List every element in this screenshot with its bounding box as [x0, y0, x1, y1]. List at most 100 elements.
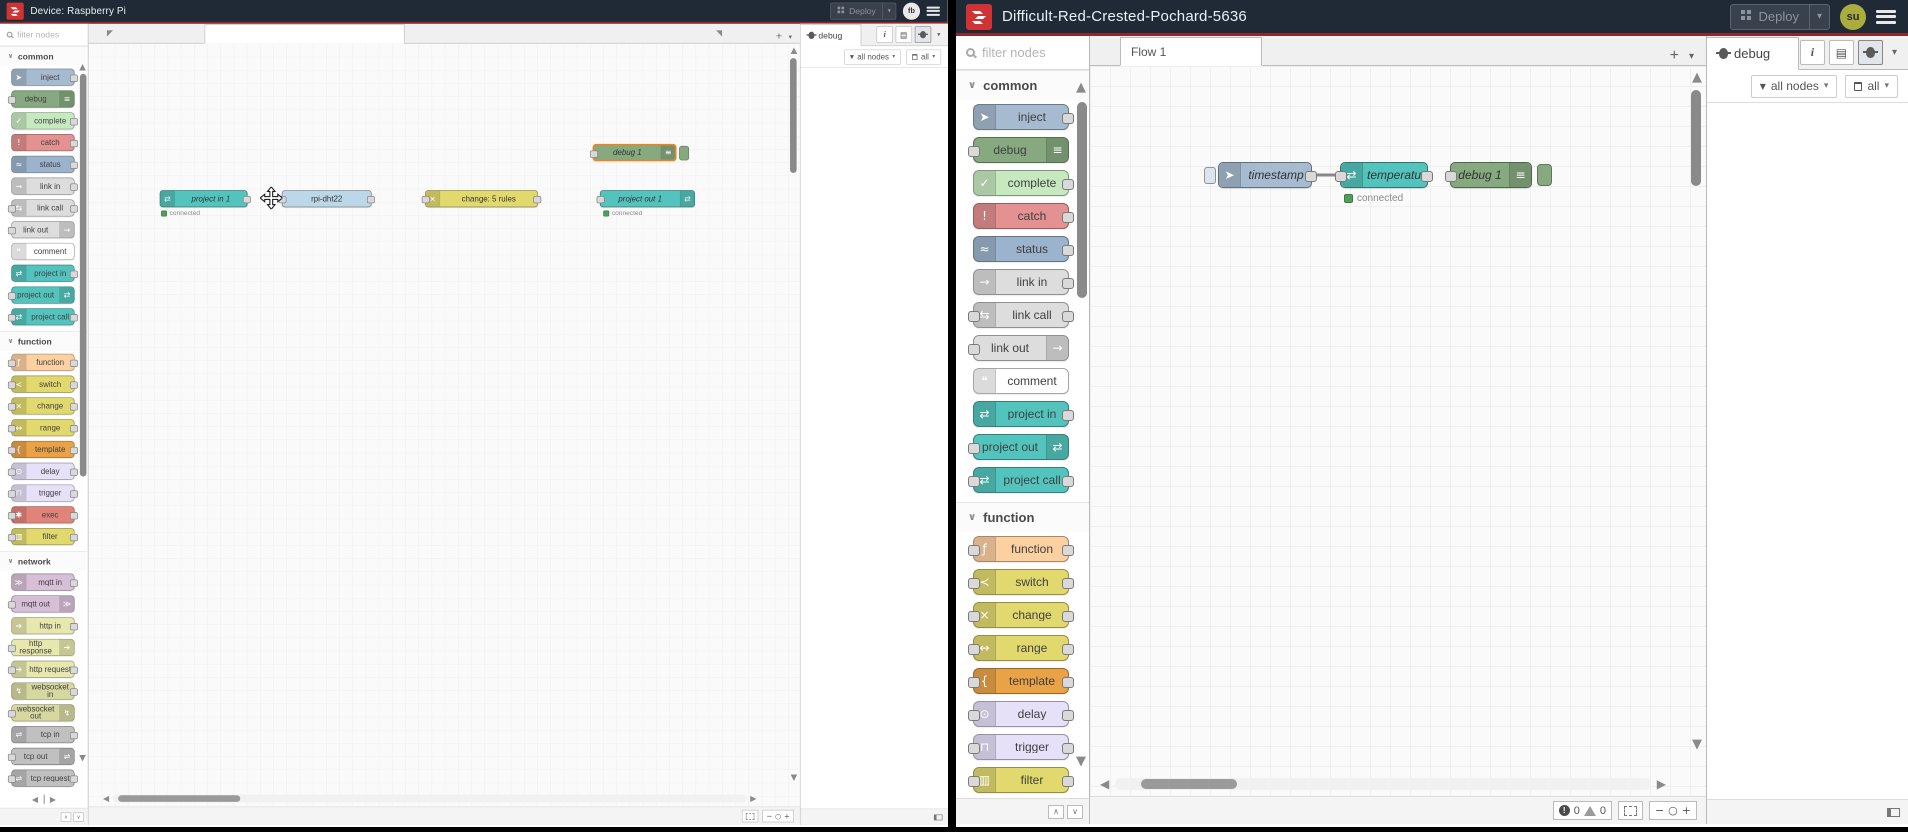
help-tab-button[interactable]: ▤ [1828, 40, 1854, 65]
canvas-scroll-up-icon[interactable]: ▲ [790, 45, 798, 56]
scroll-right-icon[interactable]: ▶ [1656, 777, 1666, 791]
palette-node[interactable]: ƒ function [7, 353, 78, 371]
canvas-hscroll[interactable]: ◀ ▶ [103, 793, 756, 804]
scroll-right-icon[interactable]: ▶ [750, 793, 757, 804]
palette-node[interactable]: ⇆ link call [968, 302, 1074, 328]
flow-node[interactable]: ➤ timestamp [1204, 162, 1317, 188]
palette-node[interactable]: ➤ inject [11, 68, 78, 86]
palette-node[interactable]: ≡ debug [7, 90, 75, 108]
tab-scroll-right-icon[interactable]: ◥ [715, 28, 723, 38]
user-avatar[interactable]: fb [902, 2, 921, 20]
canvas-scroll-down-icon[interactable]: ▼ [790, 772, 798, 783]
flow-node[interactable]: ≡ debug 1 [1445, 162, 1552, 188]
deploy-button[interactable]: Deploy ▾ [829, 2, 897, 20]
palette-node[interactable]: ✱ exec [7, 506, 78, 524]
palette-node[interactable]: → link out [968, 335, 1069, 361]
palette-node[interactable]: ≈ status [973, 236, 1074, 262]
sidebar-options-chevron-icon[interactable]: ▾ [1891, 47, 1897, 58]
palette-node[interactable]: ! catch [11, 133, 78, 152]
palette-category-common[interactable]: ∨ common [956, 70, 1089, 100]
sidebar-options-chevron-icon[interactable]: ▾ [937, 31, 941, 39]
deploy-button[interactable]: Deploy ▾ [1729, 3, 1830, 30]
palette-node[interactable]: ❝ comment [973, 368, 1069, 394]
flow-list-chevron-icon[interactable]: ▾ [788, 33, 793, 41]
add-flow-button[interactable]: + [1669, 47, 1679, 64]
tab-debug[interactable]: debug [800, 24, 862, 47]
palette-node[interactable]: ▥ filter [968, 767, 1074, 793]
palette-node[interactable]: → link in [11, 177, 78, 195]
scroll-left-icon[interactable]: ◀ [31, 794, 38, 804]
hscroll-thumb[interactable] [1141, 779, 1238, 789]
palette-node[interactable]: ↔ range [968, 635, 1074, 661]
flow-list-chevron-icon[interactable]: ▾ [1688, 50, 1694, 62]
palette-scroll-up-icon[interactable]: ▲ [79, 62, 86, 72]
canvas-scroll-up-icon[interactable]: ▲ [1692, 70, 1702, 85]
palette-node[interactable]: ➔ http response [7, 638, 75, 657]
palette-node[interactable]: ▥ filter [7, 528, 78, 546]
palette-node[interactable]: ⇌ tcp in [11, 726, 78, 744]
flow-node[interactable]: rpi-dht22 [278, 190, 375, 208]
palette-node[interactable]: ⊓ trigger [7, 484, 78, 502]
open-console-icon[interactable] [1887, 807, 1900, 817]
expand-all-button[interactable]: ∨ [73, 812, 84, 822]
flow-node[interactable]: × change: 5 rules [421, 190, 542, 208]
palette-node[interactable]: ➔ http request [7, 660, 78, 678]
flow-node[interactable]: ⇄ temperature [1335, 162, 1433, 188]
main-menu-icon[interactable] [926, 6, 940, 16]
palette-scroll-down-icon[interactable]: ▼ [79, 753, 86, 763]
palette-scroll-down-icon[interactable]: ▼ [1076, 754, 1086, 769]
deploy-options-chevron-icon[interactable]: ▾ [882, 2, 895, 19]
palette-scroll-up-icon[interactable]: ▲ [1076, 80, 1086, 95]
zoom-in-button[interactable]: + [783, 811, 791, 821]
zoom-out-button[interactable]: − [766, 811, 773, 821]
palette-node[interactable]: → link in [973, 269, 1074, 295]
info-tab-button[interactable]: i [876, 26, 893, 43]
clear-messages-dropdown[interactable]: all ▾ [906, 49, 942, 65]
debug-toggle-button[interactable] [1537, 164, 1552, 186]
hscroll-thumb[interactable] [118, 795, 241, 802]
flow-tab[interactable]: Flow 1 [1120, 37, 1262, 66]
palette-node[interactable]: ⇆ link call [7, 199, 78, 217]
palette-node[interactable]: ⇄ project out [7, 286, 75, 304]
palette-node[interactable]: ≫ mqtt out [7, 595, 75, 613]
debug-tab-button[interactable] [1857, 40, 1883, 65]
palette-node[interactable]: ≈ status [11, 155, 78, 173]
scroll-right-icon[interactable]: ▶ [49, 794, 56, 804]
deploy-options-chevron-icon[interactable]: ▾ [1808, 4, 1829, 29]
zoom-reset-button[interactable]: ○ [1668, 804, 1678, 817]
clear-messages-dropdown[interactable]: all ▾ [1845, 74, 1898, 98]
collapse-all-button[interactable]: ∧ [1048, 804, 1064, 819]
debug-toggle-button[interactable] [679, 145, 690, 161]
palette-node[interactable]: ⇌ tcp request [7, 769, 78, 787]
inject-button[interactable] [1204, 167, 1216, 184]
palette-node[interactable]: ≺ switch [7, 375, 78, 393]
palette-node[interactable]: ⇄ project out [968, 434, 1069, 460]
palette-node[interactable]: ≫ mqtt in [11, 573, 78, 591]
navigator-button[interactable] [1617, 801, 1643, 820]
filter-nodes-dropdown[interactable]: ▼ all nodes ▾ [843, 49, 902, 65]
palette-category-function[interactable]: ∨ function [0, 331, 88, 352]
flow-workspace[interactable]: ➤ timestamp ⇄ temperature ≡ debug 1 [1090, 66, 1706, 824]
palette-category-function[interactable]: ∨ function [956, 502, 1089, 532]
flow-tab[interactable] [204, 24, 405, 44]
palette-node[interactable]: → link out [7, 221, 75, 239]
tab-scroll-left-icon[interactable]: ◤ [106, 28, 114, 38]
palette-search[interactable]: filter nodes [0, 24, 88, 47]
palette-node[interactable]: ⇌ tcp out [7, 747, 75, 765]
palette-node[interactable]: ⇄ project in [973, 401, 1074, 427]
flow-node[interactable]: ⇄ project out 1 [596, 190, 695, 208]
palette-node[interactable]: ↯ websocket out [7, 704, 75, 722]
user-avatar[interactable]: su [1840, 3, 1866, 30]
canvas-scroll-down-icon[interactable]: ▼ [1692, 737, 1702, 752]
help-tab-button[interactable]: ▤ [895, 26, 913, 43]
canvas-hscroll[interactable]: ◀ ▶ [1100, 776, 1666, 792]
flow-workspace[interactable]: ≡ debug 1 ⇄ project in 1 rpi-dht22 [88, 43, 800, 826]
palette-node[interactable]: ⇄ project call [7, 308, 78, 326]
palette-scrollbar[interactable] [1077, 102, 1087, 298]
flow-node[interactable]: ≡ debug 1 [590, 143, 690, 162]
scroll-left-icon[interactable]: ◀ [102, 793, 110, 804]
palette-category-network[interactable]: ∨ network [0, 551, 88, 571]
palette-node[interactable]: ⇄ project call [968, 467, 1074, 493]
palette-node[interactable]: ! catch [973, 203, 1074, 229]
zoom-reset-button[interactable]: ○ [774, 811, 782, 821]
